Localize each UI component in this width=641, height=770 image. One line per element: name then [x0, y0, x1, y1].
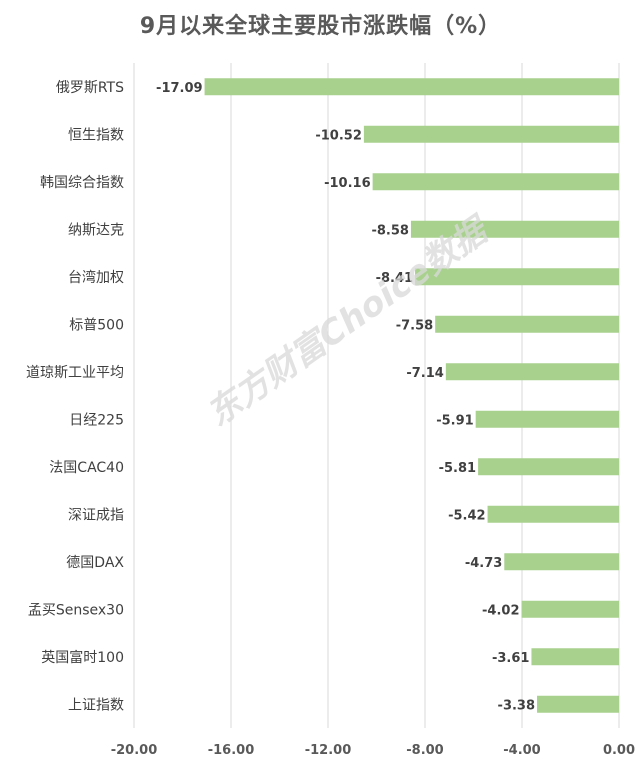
data-label-10: -4.73 — [465, 556, 502, 571]
data-label-13: -3.38 — [498, 698, 535, 713]
category-label-9: 深证成指 — [68, 507, 124, 523]
bar-0 — [204, 78, 619, 96]
category-label-4: 台湾加权 — [68, 269, 124, 286]
bar-7 — [475, 410, 619, 428]
bar-5 — [435, 315, 619, 333]
data-label-12: -3.61 — [492, 651, 529, 666]
bar-9 — [487, 505, 619, 523]
data-label-8: -5.81 — [439, 461, 476, 476]
data-label-6: -7.14 — [406, 366, 443, 381]
bar-10 — [504, 553, 619, 571]
bar-1 — [363, 125, 619, 143]
data-label-4: -8.41 — [376, 271, 413, 286]
bar-13 — [537, 695, 619, 713]
bar-3 — [410, 220, 619, 238]
x-tick-label-0: -20.00 — [111, 743, 158, 758]
data-label-11: -4.02 — [482, 603, 519, 618]
x-tick-label-1: -16.00 — [208, 743, 255, 758]
bar-12 — [531, 648, 619, 666]
x-tick-label-3: -8.00 — [406, 743, 443, 758]
bar-4 — [415, 268, 619, 286]
data-label-2: -10.16 — [324, 176, 371, 191]
chart-title: 9月以来全球主要股市涨跌幅（%） — [139, 14, 502, 39]
bar-11 — [521, 600, 619, 618]
category-label-3: 纳斯达克 — [68, 222, 124, 238]
category-label-12: 英国富时100 — [41, 649, 124, 666]
data-label-9: -5.42 — [448, 508, 485, 523]
bar-6 — [445, 363, 619, 381]
category-label-1: 恒生指数 — [68, 127, 124, 143]
x-tick-label-5: 0.00 — [603, 743, 635, 758]
category-label-5: 标普500 — [69, 317, 124, 333]
x-tick-label-2: -12.00 — [305, 743, 352, 758]
category-label-0: 俄罗斯RTS — [56, 80, 124, 96]
category-label-8: 法国CAC40 — [49, 460, 124, 476]
data-label-5: -7.58 — [396, 318, 433, 333]
bar-8 — [478, 458, 619, 476]
data-label-7: -5.91 — [436, 413, 473, 428]
category-label-7: 日经225 — [69, 412, 124, 428]
category-label-11: 孟买Sensex30 — [28, 602, 124, 618]
bar-2 — [372, 173, 619, 191]
data-label-3: -8.58 — [371, 223, 408, 238]
category-label-6: 道琼斯工业平均 — [26, 365, 124, 381]
x-tick-label-4: -4.00 — [503, 743, 540, 758]
category-label-10: 德国DAX — [66, 555, 124, 571]
data-label-1: -10.52 — [315, 128, 362, 143]
data-label-0: -17.09 — [156, 81, 203, 96]
category-label-13: 上证指数 — [68, 697, 124, 713]
category-label-2: 韩国综合指数 — [40, 175, 124, 191]
